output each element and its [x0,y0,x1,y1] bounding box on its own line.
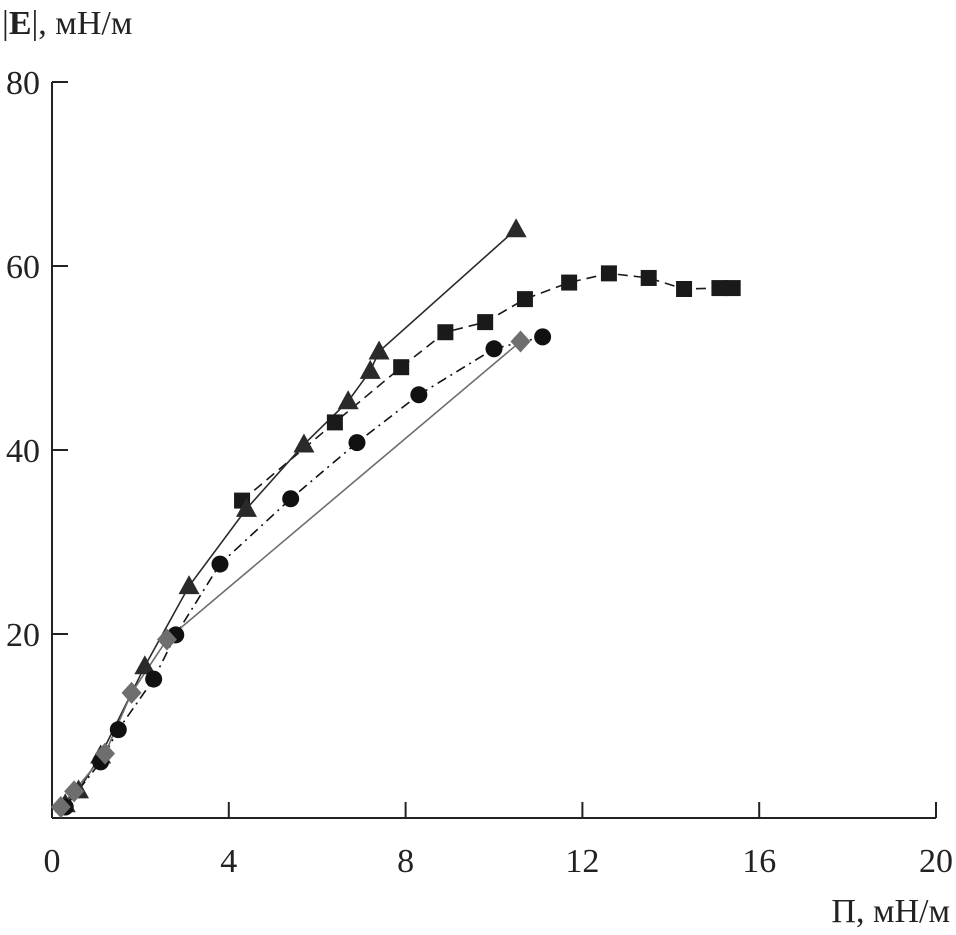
y-axis-title-rest: |, мН/м [32,5,133,42]
point-circle [410,386,428,404]
series-points [50,218,741,818]
y-axis-title: |E|, мН/м [2,5,132,42]
axes [51,82,936,819]
point-triangle [134,655,156,675]
y-tick-label: 60 [6,249,40,286]
x-tick-label: 0 [44,843,61,880]
point-square [600,265,617,282]
point-circle [534,328,552,346]
point-triangle [293,433,315,453]
point-triangle [505,218,527,238]
x-tick-label: 12 [565,843,599,880]
point-triangle [368,340,390,360]
series-line-circle [64,336,543,808]
ticks [52,81,937,818]
x-axis-title: Π, мН/м [831,893,950,930]
point-square [516,291,533,308]
y-tick-label: 20 [6,617,40,654]
x-tick-label: 20 [919,843,953,880]
point-diamond [95,742,116,765]
x-tick-label: 4 [220,843,237,880]
point-triangle [235,497,257,517]
series-line-square [241,272,733,502]
y-axis-title-symbol: E [9,5,32,42]
point-square [326,414,343,431]
series-line-diamond [60,340,522,808]
point-square [640,269,657,286]
point-triangle [359,359,381,379]
point-circle [145,670,163,688]
point-diamond [50,795,71,818]
point-triangle [337,390,359,410]
point-square [711,280,728,297]
point-triangle [178,575,200,595]
y-axis-title-bar: | [2,5,9,42]
series-line-triangle [64,228,517,805]
point-square [724,280,741,297]
point-square [393,359,410,376]
tick-labels: 0 4 8 12 16 20 20 40 60 80 [6,65,953,880]
point-circle [282,490,300,508]
point-diamond [64,780,85,803]
point-square [676,281,693,297]
point-circle [348,434,366,452]
x-tick-label: 8 [397,843,414,880]
point-square [477,314,494,331]
point-circle [211,555,229,573]
y-tick-label: 80 [6,65,40,102]
y-tick-label: 40 [6,433,40,470]
series-lines [60,228,733,808]
point-square [437,324,454,341]
point-diamond [156,628,177,651]
point-circle [485,340,503,358]
point-diamond [510,330,531,353]
point-circle [109,721,127,739]
point-square [561,274,578,291]
point-diamond [121,681,142,704]
x-tick-label: 16 [742,843,776,880]
